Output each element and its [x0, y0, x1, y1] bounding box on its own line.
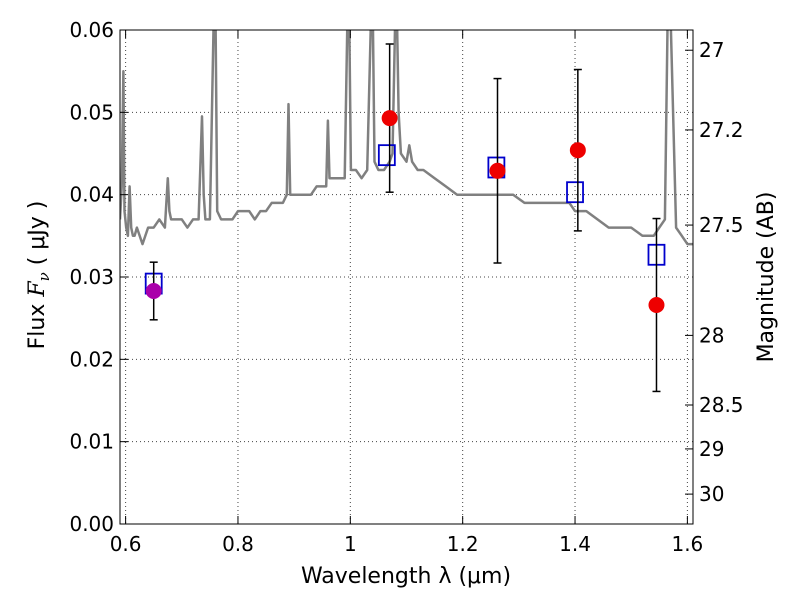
observed-flux-point — [569, 142, 586, 159]
y2-tick-label: 27.2 — [699, 118, 744, 142]
y2-tick-label: 28.5 — [699, 393, 744, 417]
y-tick-label: 0.01 — [69, 430, 114, 454]
x-axis-label: Wavelength λ (μm) — [301, 564, 511, 589]
y-tick-label: 0.03 — [69, 265, 114, 289]
spectrum-line — [120, 30, 693, 246]
y-tick-label: 0.05 — [69, 100, 114, 124]
x-tick-label: 1 — [344, 532, 357, 556]
x-tick-label: 1.2 — [447, 532, 479, 556]
observed-flux-point — [381, 110, 398, 127]
y-tick-label: 0.06 — [69, 18, 114, 42]
y-tick-label: 0.02 — [69, 347, 114, 371]
y-tick-label: 0.00 — [69, 512, 114, 536]
x-tick-label: 1.4 — [559, 532, 591, 556]
series-layer — [120, 30, 693, 393]
axis-ticks: 0.6 0.8 1 1.2 1.4 1.6 0.00 0.01 0.02 0.03 0.04 0.05… — [69, 18, 743, 556]
observed-flux-point — [489, 162, 506, 179]
x-tick-label: 0.6 — [110, 532, 142, 556]
model-square-marker — [377, 144, 396, 167]
y2-tick-label: 28 — [699, 323, 724, 347]
y2-tick-label: 27.5 — [699, 213, 744, 237]
y-axis-label: Flux Fν ( μJy ) — [25, 201, 53, 350]
observed-flux-point — [145, 282, 162, 299]
x-tick-label: 0.8 — [222, 532, 254, 556]
y2-tick-label: 27 — [699, 38, 724, 62]
observed-flux-point — [648, 296, 665, 313]
plot-background — [120, 30, 693, 524]
y-tick-label: 0.04 — [69, 183, 114, 207]
x-tick-label: 1.6 — [671, 532, 703, 556]
y2-axis-label: Magnitude (AB) — [754, 192, 779, 363]
y2-tick-label: 30 — [699, 482, 724, 506]
model-square-marker — [566, 181, 584, 204]
y2-tick-label: 29 — [699, 437, 724, 461]
